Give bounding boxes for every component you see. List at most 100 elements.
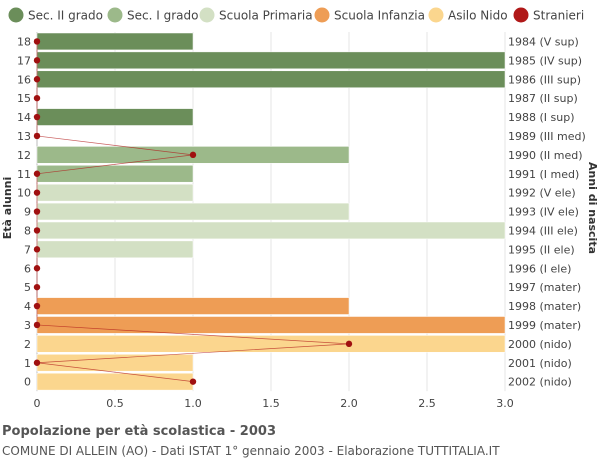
y-tick-label-birth: 1986 (III sup) [508, 73, 581, 86]
stranieri-point [33, 57, 41, 64]
y-tick-label-age: 6 [24, 262, 31, 275]
y-tick-label-birth: 1987 (II sup) [508, 92, 578, 105]
y-tick-label-birth: 1992 (V ele) [508, 187, 576, 200]
y-tick-label-age: 0 [24, 376, 31, 389]
y-tick-label-birth: 1985 (IV sup) [508, 54, 582, 67]
stranieri-point [33, 170, 41, 177]
y-tick-label-birth: 2000 (nido) [508, 338, 572, 351]
legend-label: Sec. I grado [127, 9, 198, 23]
y-tick-label-age: 11 [17, 168, 31, 181]
y-tick-label-age: 2 [24, 338, 31, 351]
bar [36, 183, 194, 202]
legend-swatch [428, 7, 444, 23]
stranieri-point [33, 94, 41, 102]
bar [36, 165, 194, 183]
stranieri-point [33, 132, 41, 140]
chart-title: Popolazione per età scolastica - 2003 [2, 424, 276, 439]
y-tick-label-age: 9 [24, 206, 31, 219]
y-tick-label-birth: 1990 (II med) [508, 149, 583, 162]
legend-label: Asilo Nido [448, 9, 508, 23]
bar [36, 335, 506, 353]
stranieri-point [33, 302, 41, 310]
y-tick-label-birth: 1994 (III ele) [508, 224, 578, 237]
stranieri-point [33, 227, 41, 234]
stranieri-point [33, 208, 41, 215]
stranieri-point [33, 113, 41, 121]
y-tick-label-age: 10 [17, 187, 31, 200]
stranieri-point [33, 321, 41, 329]
x-tick-label: 1.0 [184, 397, 202, 410]
x-tick-label: 2.0 [340, 397, 358, 410]
y-tick-label-age: 4 [24, 300, 31, 313]
stranieri-point [189, 151, 197, 159]
x-tick-label: 0.5 [106, 397, 124, 410]
y-tick-label-birth: 1999 (mater) [508, 319, 581, 332]
y-tick-label-age: 8 [24, 224, 31, 237]
stranieri-point [33, 246, 41, 253]
y-tick-label-birth: 1996 (I ele) [508, 262, 571, 275]
x-tick-label: 2.5 [418, 397, 436, 410]
bar [36, 297, 350, 315]
bar [36, 108, 194, 126]
chart-subtitle: COMUNE DI ALLEIN (AO) - Dati ISTAT 1° ge… [2, 444, 500, 458]
bars [36, 32, 506, 391]
legend: Sec. II grado Sec. I grado Scuola Primaria… [8, 7, 584, 23]
legend-label: Sec. II grado [28, 9, 103, 23]
y-axis-title-right: Anni di nascita [586, 162, 599, 254]
y-tick-label-birth: 1989 (III med) [508, 130, 586, 143]
y-tick-label-age: 18 [17, 35, 31, 48]
y-tick-label-age: 12 [17, 149, 31, 162]
y-tick-label-age: 13 [17, 130, 31, 143]
y-tick-label-birth: 1995 (II ele) [508, 243, 575, 256]
legend-label: Scuola Primaria [219, 9, 313, 23]
stranieri-line [33, 38, 353, 385]
bar [36, 32, 194, 51]
y-tick-label-birth: 2001 (nido) [508, 357, 572, 370]
stranieri-point [33, 76, 41, 83]
bar [36, 221, 506, 240]
x-tick-label: 3.0 [496, 397, 514, 410]
legend-item: Sec. II grado [8, 7, 103, 23]
legend-swatch [107, 7, 123, 23]
x-labels: 0 0.5 1.0 1.5 2.0 2.5 3.0 [34, 397, 514, 410]
legend-item: Stranieri [513, 7, 584, 23]
bar [36, 372, 194, 391]
x-tick-label: 0 [34, 397, 41, 410]
bar [36, 354, 194, 372]
legend-swatch [513, 7, 529, 23]
y-tick-label-birth: 1984 (V sup) [508, 35, 579, 48]
y-tick-label-age: 5 [24, 281, 31, 294]
y-tick-label-age: 17 [17, 54, 31, 67]
y-tick-label-age: 14 [17, 111, 31, 124]
bar [36, 202, 350, 221]
chart: Sec. II grado Sec. I grado Scuola Primaria… [1, 7, 599, 410]
bar [36, 70, 506, 88]
y-tick-label-age: 3 [24, 319, 31, 332]
y-tick-label-age: 15 [17, 92, 31, 105]
y-tick-label-age: 7 [24, 243, 31, 256]
stranieri-point [33, 359, 41, 366]
y-tick-label-birth: 1991 (I med) [508, 168, 579, 181]
legend-label: Scuola Infanzia [334, 9, 425, 23]
bar [36, 240, 194, 259]
y-tick-label-age: 1 [24, 357, 31, 370]
y-axis-title-left: Età alunni [1, 177, 14, 239]
y-right-labels: 1984 (V sup) 1985 (IV sup) 1986 (III sup) 1… [508, 35, 586, 388]
x-tick-label: 1.5 [262, 397, 280, 410]
y-tick-label-birth: 1993 (IV ele) [508, 206, 579, 219]
legend-item: Asilo Nido [428, 7, 508, 23]
stranieri-point [33, 38, 41, 45]
legend-item: Scuola Primaria [199, 7, 313, 23]
bar [36, 51, 506, 70]
y-tick-label-birth: 1988 (I sup) [508, 111, 575, 124]
legend-swatch [8, 7, 24, 23]
legend-item: Scuola Infanzia [314, 7, 425, 23]
stranieri-point [33, 189, 41, 196]
stranieri-point [33, 283, 41, 291]
legend-item: Sec. I grado [107, 7, 198, 23]
stranieri-point [189, 378, 197, 385]
stranieri-point [33, 265, 41, 272]
bar [36, 316, 506, 334]
y-tick-label-birth: 1997 (mater) [508, 281, 581, 294]
y-tick-label-birth: 1998 (mater) [508, 300, 581, 313]
